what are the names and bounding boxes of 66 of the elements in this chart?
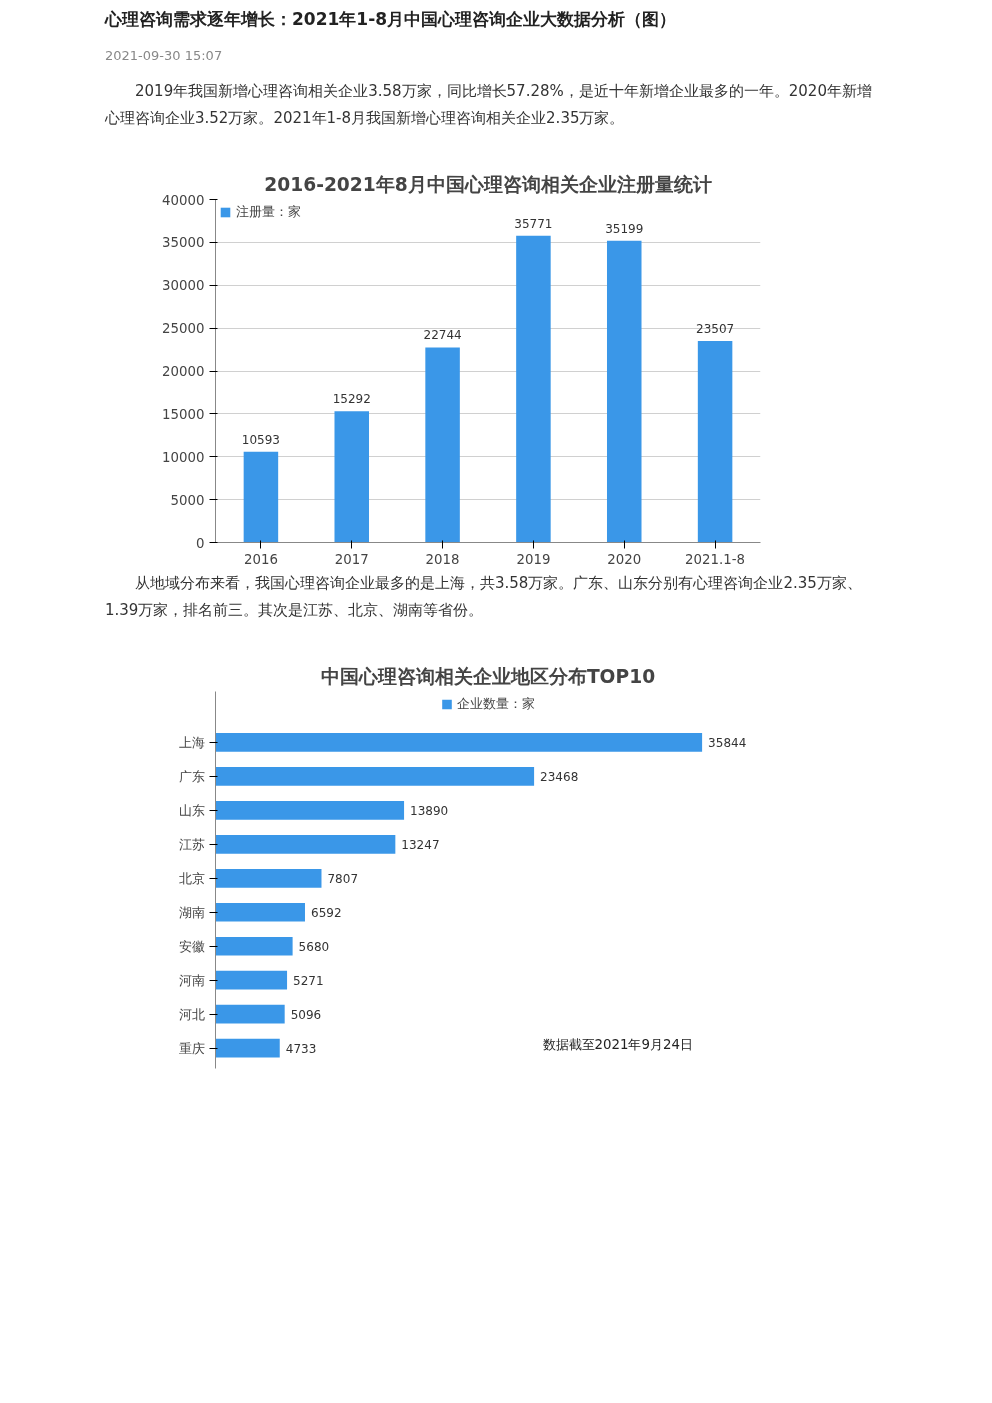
data-label: 23507 <box>696 321 735 336</box>
data-label: 22744 <box>423 328 462 343</box>
y-tick-label: 30000 <box>162 278 205 294</box>
data-label: 23468 <box>540 769 579 784</box>
text: 心理咨询需求逐年增长：2021年1-8月中国心理咨询企业大数据分析（图） <box>105 8 677 31</box>
y-tick-label: 山东 <box>178 802 205 818</box>
bar <box>215 1038 280 1058</box>
x-tick-label: 2020 <box>607 551 642 567</box>
x-tick-label: 2019 <box>516 551 551 567</box>
y-tick-label: 河北 <box>178 1006 205 1022</box>
bar <box>215 801 405 820</box>
chart-title: 2016-2021年8月中国心理咨询相关企业注册量统计 <box>264 173 712 195</box>
data-label: 6592 <box>310 905 342 920</box>
x-tick-label: 2016 <box>243 551 278 567</box>
bar <box>215 1004 285 1024</box>
data-label: 5096 <box>290 1007 322 1022</box>
bar <box>516 235 551 543</box>
bar <box>215 936 293 956</box>
y-tick-label: 10000 <box>162 449 205 465</box>
text: 2021-09-30 15:07 <box>105 47 223 65</box>
x-tick-label: 2021.1-8 <box>685 551 746 567</box>
bar <box>215 970 288 990</box>
y-tick-label: 5000 <box>170 492 205 508</box>
bar <box>215 835 396 854</box>
legend-label: 企业数量：家 <box>457 695 535 713</box>
bar <box>606 240 642 543</box>
bar <box>243 451 279 543</box>
data-label: 7807 <box>327 871 359 886</box>
x-tick-label: 2017 <box>334 551 369 567</box>
y-tick-label: 江苏 <box>178 836 205 852</box>
x-tick-label: 2018 <box>425 551 460 567</box>
y-tick-label: 40000 <box>162 192 205 208</box>
data-label: 15292 <box>332 392 371 407</box>
y-tick-label: 35000 <box>162 235 205 251</box>
data-label: 35844 <box>708 735 747 750</box>
text: 从地域分布来看，我国心理咨询企业最多的是上海，共3.58万家。广东、山东分别有心理咨询企业2.35万家、1.39万家，排名前三。其次是江苏、北京、湖南等省份。 <box>105 573 863 621</box>
bar <box>697 340 733 543</box>
y-tick-label: 重庆 <box>178 1040 205 1056</box>
y-tick-label: 湖南 <box>178 904 205 920</box>
y-tick-label: 北京 <box>178 870 205 886</box>
data-label: 10593 <box>241 432 281 447</box>
y-tick-label: 25000 <box>162 321 205 337</box>
bar <box>334 411 370 543</box>
data-label: 13247 <box>401 837 440 852</box>
y-tick-label: 0 <box>196 535 205 551</box>
legend-label: 注册量：家 <box>236 203 301 221</box>
chart-title: 中国心理咨询相关企业地区分布TOP10 <box>320 665 656 687</box>
data-label: 5271 <box>293 973 324 988</box>
bar <box>215 868 322 888</box>
bar <box>215 767 535 786</box>
y-tick-label: 河南 <box>178 972 205 988</box>
bar <box>425 347 460 543</box>
data-label: 35771 <box>514 216 553 231</box>
data-label: 35199 <box>605 221 644 236</box>
y-tick-label: 20000 <box>162 364 205 379</box>
annotation: 数据截至2021年9月24日 <box>542 1036 693 1052</box>
y-tick-label: 上海 <box>178 734 205 750</box>
y-tick-label: 15000 <box>162 406 205 422</box>
y-tick-label: 广东 <box>178 768 205 784</box>
bar <box>215 902 305 922</box>
data-label: 13890 <box>410 803 449 818</box>
text: 2019年我国新增心理咨询相关企业3.58万家，同比增长57.28%，是近十年新增企业最多的一年。2020年新增心理咨询企业3.52万家。2021年1-8月我国新增心理咨询相关企业2.35万家。 <box>105 81 873 129</box>
data-label: 5680 <box>298 939 330 954</box>
y-tick-label: 安徽 <box>178 938 205 954</box>
data-label: 4733 <box>285 1041 317 1056</box>
bar <box>215 733 703 752</box>
